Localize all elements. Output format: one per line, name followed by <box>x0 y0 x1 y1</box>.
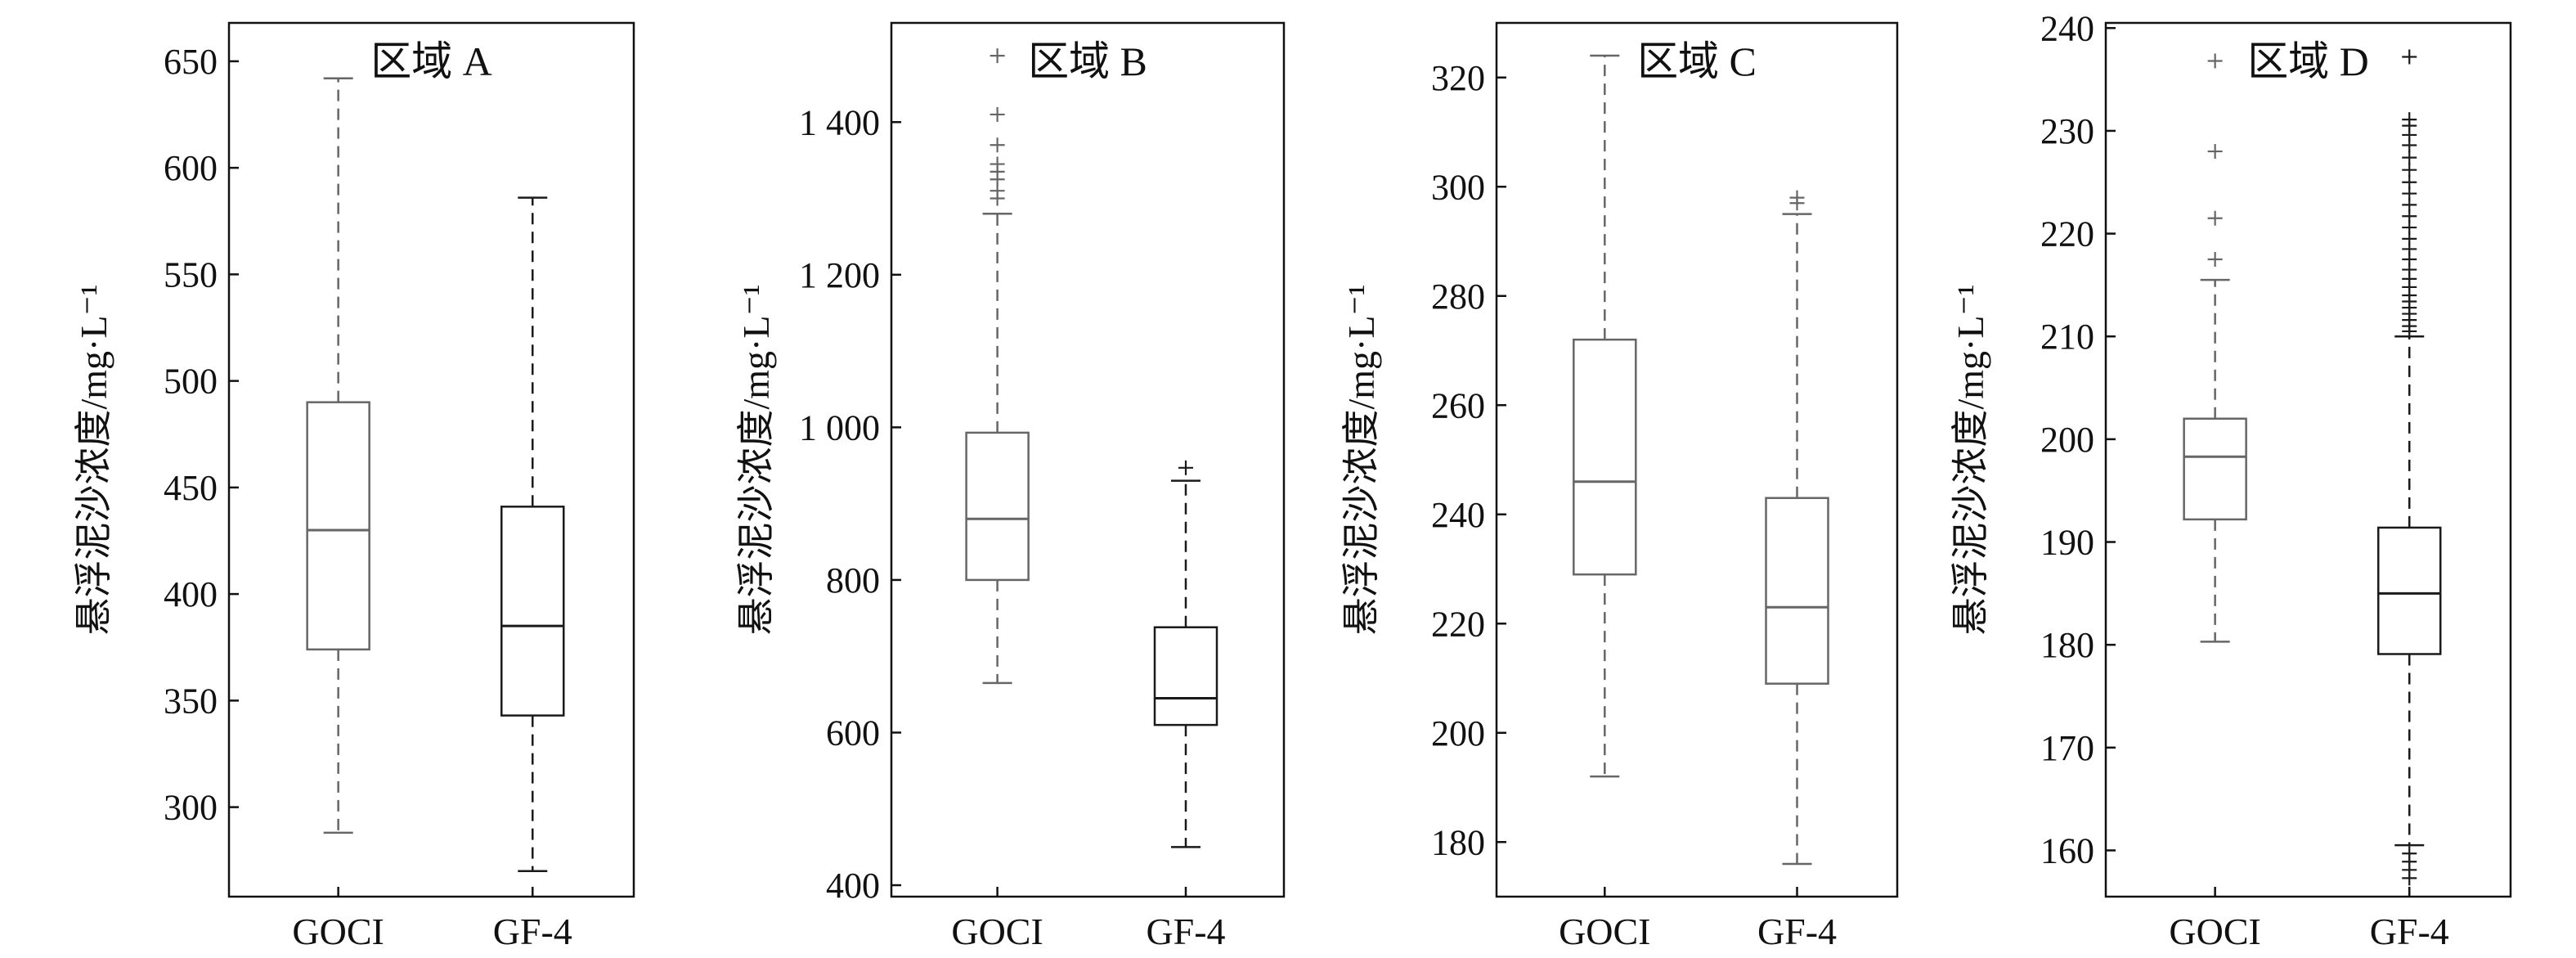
iqr-box <box>965 431 1030 582</box>
y-tick-label: 500 <box>164 362 218 402</box>
plot-frame <box>227 21 635 898</box>
y-tick-label: 180 <box>1431 822 1485 862</box>
x-tick-label: GF-4 <box>1146 911 1225 952</box>
panel-title: 区域 A <box>370 38 492 84</box>
y-tick-label: 160 <box>2040 830 2094 870</box>
y-tick-label: 400 <box>164 574 218 614</box>
y-tick-label: 300 <box>1431 167 1485 207</box>
y-tick-label: 1 200 <box>799 255 880 295</box>
outlier-point <box>2402 112 2417 128</box>
chart-panel-3: 180 200 220 240 260 280 300 320 GOCI GF-4 悬浮泥沙浓度/m… <box>1340 21 1899 952</box>
y-tick-label: 230 <box>2040 111 2094 151</box>
x-tick-label: GOCI <box>292 911 384 952</box>
plot-frame <box>1495 21 1899 898</box>
x-tick-label: GOCI <box>1559 911 1650 952</box>
y-tick-label: 450 <box>164 468 218 508</box>
outlier-point <box>990 106 1005 122</box>
box-goci <box>965 48 1030 685</box>
y-tick-label: 1 400 <box>799 102 880 142</box>
panel-title: 区域 B <box>1028 38 1147 84</box>
y-tick-label: 260 <box>1431 385 1485 425</box>
y-tick-label: 200 <box>1431 713 1485 753</box>
plot-frame <box>2104 21 2512 898</box>
box-goci <box>306 77 370 834</box>
y-tick-label: 550 <box>164 254 218 295</box>
iqr-box <box>1573 338 1637 576</box>
x-tick-label: GF-4 <box>2370 911 2449 952</box>
box-gf-4 <box>2377 49 2442 886</box>
y-axis-label: 悬浮泥沙浓度/mg·L⁻¹ <box>1340 284 1382 635</box>
x-tick-label: GF-4 <box>493 911 572 952</box>
y-tick-label: 600 <box>826 713 880 753</box>
y-tick-label: 320 <box>1431 58 1485 98</box>
box-gf-4 <box>1153 460 1218 848</box>
y-tick-label: 200 <box>2040 420 2094 460</box>
outlier-point <box>1789 190 1805 205</box>
outlier-point <box>2402 150 2417 165</box>
panel-title: 区域 D <box>2247 38 2369 84</box>
x-tick-label: GF-4 <box>1757 911 1837 952</box>
y-tick-label: 1 000 <box>799 407 880 448</box>
y-tick-label: 170 <box>2040 728 2094 768</box>
chart-panel-2: 400 600 800 1 000 1 200 1 400 GOCI GF-4 悬浮泥沙浓度/m… <box>735 21 1286 952</box>
y-tick-label: 600 <box>164 148 218 188</box>
y-tick-label: 190 <box>2040 523 2094 563</box>
box-gf-4 <box>500 196 565 872</box>
outlier-point <box>2207 144 2223 160</box>
box-gf-4 <box>1765 190 1829 866</box>
y-tick-label: 240 <box>2040 8 2094 48</box>
panel-title: 区域 C <box>1637 38 1757 84</box>
x-tick-label: GOCI <box>951 911 1043 952</box>
outlier-point <box>990 156 1005 172</box>
iqr-box <box>1765 497 1829 685</box>
y-tick-label: 280 <box>1431 277 1485 317</box>
plot-frame <box>890 21 1286 898</box>
outlier-point <box>2402 846 2417 861</box>
y-tick-label: 300 <box>164 788 218 828</box>
y-tick-label: 240 <box>1431 495 1485 535</box>
outlier-point <box>2207 210 2223 226</box>
outlier-point <box>2402 162 2417 178</box>
y-tick-label: 220 <box>2040 214 2094 254</box>
y-axis-label: 悬浮泥沙浓度/mg·L⁻¹ <box>1950 284 1991 635</box>
chart-panel-4: 160 170 180 190 200 210 220 230 240 GOCI GF-4 悬浮泥沙浓… <box>1950 8 2512 952</box>
box-goci <box>2183 53 2247 643</box>
iqr-box <box>500 506 565 717</box>
x-tick-label: GOCI <box>2169 911 2260 952</box>
iqr-box <box>2377 526 2442 655</box>
outlier-point <box>2207 251 2223 267</box>
y-axis-label: 悬浮泥沙浓度/mg·L⁻¹ <box>73 284 114 635</box>
y-tick-label: 210 <box>2040 317 2094 357</box>
y-tick-label: 220 <box>1431 604 1485 644</box>
y-tick-label: 180 <box>2040 625 2094 665</box>
iqr-box <box>1153 626 1218 726</box>
y-axis-label: 悬浮泥沙浓度/mg·L⁻¹ <box>735 284 777 635</box>
chart-panel-1: 300 350 400 450 500 550 600 650 GOCI GF-4 悬浮泥沙浓度/m… <box>73 21 635 952</box>
iqr-box <box>2183 417 2247 521</box>
iqr-box <box>306 401 370 651</box>
y-tick-label: 400 <box>826 866 880 906</box>
outlier-point <box>2402 49 2417 65</box>
outlier-point <box>990 137 1005 153</box>
outlier-point <box>1178 460 1193 475</box>
y-tick-label: 650 <box>164 42 218 82</box>
outlier-point <box>2207 53 2223 69</box>
y-tick-label: 350 <box>164 681 218 721</box>
box-goci <box>1573 54 1637 778</box>
y-tick-label: 800 <box>826 560 880 600</box>
outlier-point <box>2402 174 2417 190</box>
outlier-point <box>990 48 1005 64</box>
